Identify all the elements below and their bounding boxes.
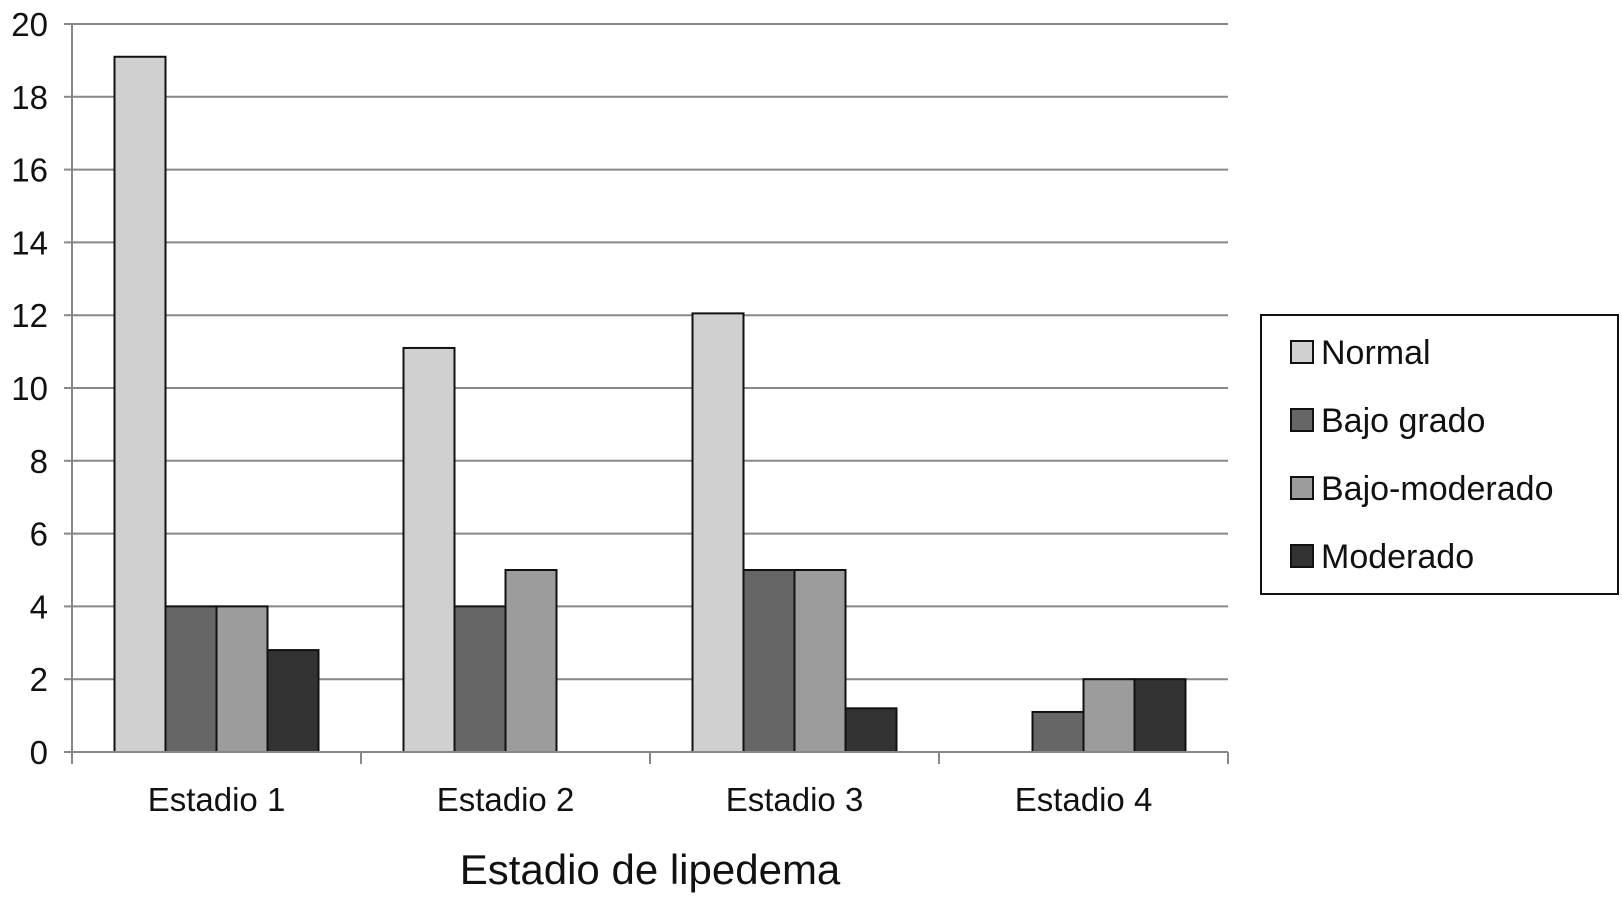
- x-axis-ticks: Estadio 1 Estadio 2 Estadio 3 Estadio 4: [71, 752, 1229, 818]
- y-tick-label: 16: [11, 152, 48, 189]
- x-tick-label: Estadio 4: [1015, 781, 1153, 818]
- bar-bajo-grado-2: [453, 605, 507, 754]
- legend-swatch: [1290, 544, 1314, 568]
- bar-bajo-grado-3: [742, 569, 796, 753]
- y-tick-label: 8: [30, 443, 48, 480]
- y-axis-ticks: 0 2 4 6 8 10 12 14 16 18 20: [11, 6, 72, 771]
- bar-normal-1: [113, 55, 167, 753]
- legend-box: [1260, 314, 1619, 595]
- bar-moderado-4: [1133, 678, 1187, 754]
- legend-swatch: [1290, 408, 1314, 432]
- legend: Normal Bajo grado Bajo-moderado Moderado: [1260, 314, 1619, 595]
- y-tick-label: 10: [11, 370, 48, 407]
- y-tick-label: 18: [11, 79, 48, 116]
- bar-normal-3: [691, 312, 745, 753]
- x-axis-title: Estadio de lipedema: [460, 846, 841, 893]
- y-tick-label: 2: [30, 661, 48, 698]
- bar-bajo-moderado-3: [793, 569, 847, 753]
- legend-swatch: [1290, 340, 1314, 364]
- bar-bajo-moderado-4: [1082, 678, 1136, 754]
- gridlines: [72, 23, 1228, 681]
- y-tick-label: 4: [30, 588, 48, 625]
- y-tick-label: 6: [30, 516, 48, 553]
- legend-label: Moderado: [1321, 538, 1474, 576]
- y-tick-label: 12: [11, 297, 48, 334]
- y-tick-label: 0: [30, 734, 48, 771]
- x-tick-label: Estadio 1: [148, 781, 286, 818]
- x-tick-label: Estadio 2: [437, 781, 575, 818]
- bar-moderado-1: [266, 649, 320, 754]
- bar-bajo-grado-1: [164, 605, 218, 754]
- y-tick-label: 14: [11, 224, 48, 261]
- bar-bajo-moderado-2: [504, 569, 558, 753]
- legend-swatch: [1290, 476, 1314, 500]
- legend-label: Bajo grado: [1321, 402, 1485, 440]
- x-tick-label: Estadio 3: [726, 781, 864, 818]
- bar-normal-2: [402, 346, 456, 753]
- legend-label: Normal: [1321, 334, 1431, 372]
- bar-bajo-moderado-1: [215, 605, 269, 754]
- bar-bajo-grado-4: [1031, 710, 1085, 754]
- legend-label: Bajo-moderado: [1321, 470, 1553, 508]
- bar-moderado-3: [844, 707, 898, 754]
- bars: [113, 55, 1187, 754]
- y-tick-label: 20: [11, 6, 48, 43]
